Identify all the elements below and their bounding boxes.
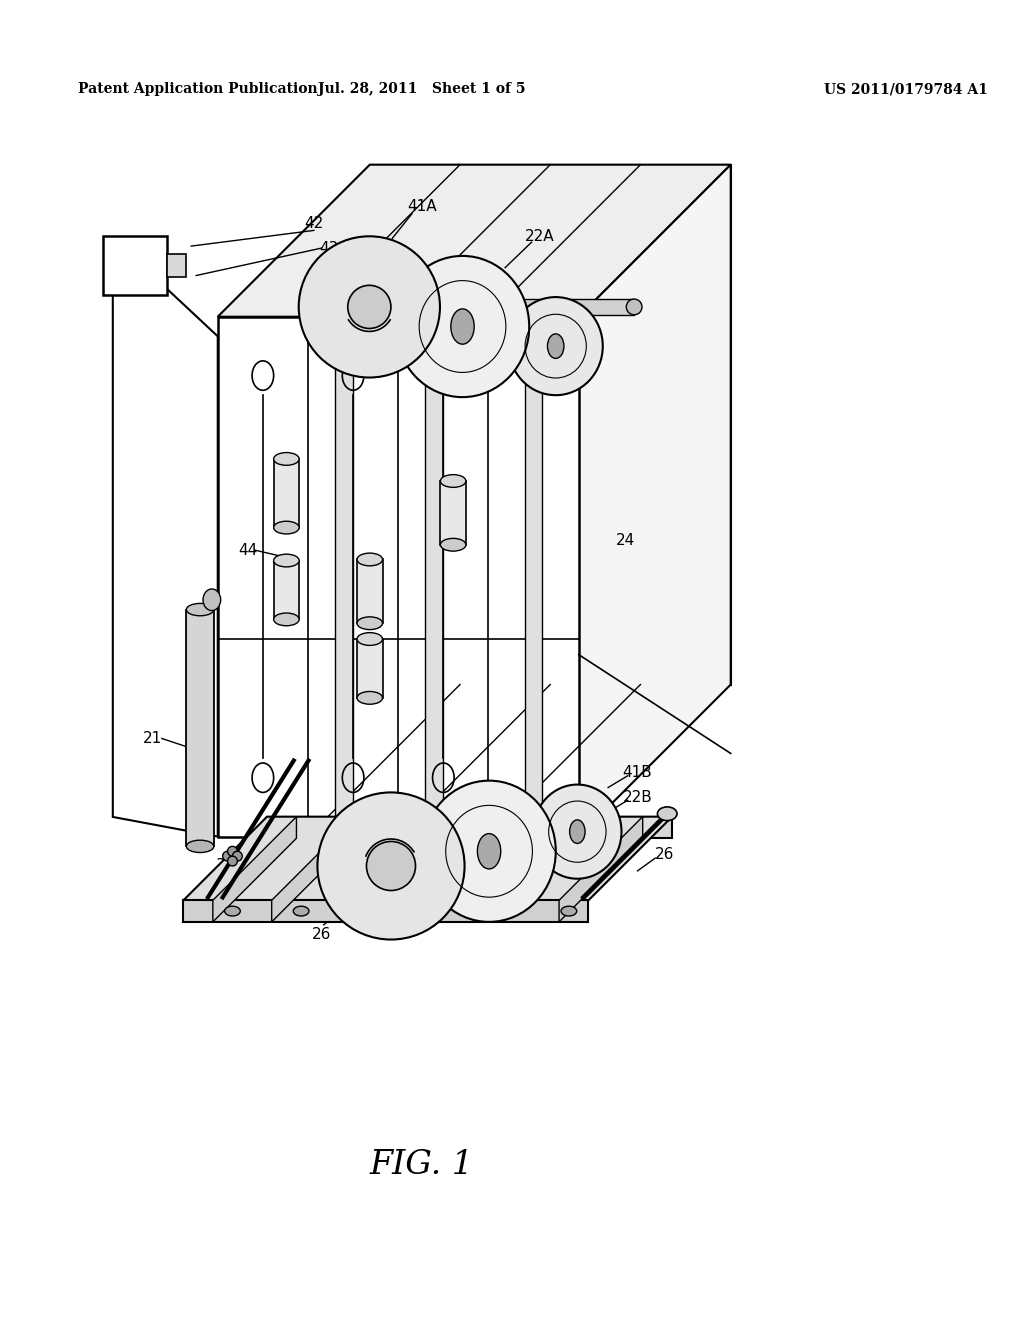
Text: 41B: 41B [623,766,652,780]
Ellipse shape [357,553,383,566]
Ellipse shape [293,907,309,916]
Ellipse shape [548,334,564,359]
Text: 43: 43 [318,240,338,256]
Ellipse shape [440,475,466,487]
Bar [524,331,543,822]
Ellipse shape [232,851,243,861]
Ellipse shape [227,857,238,866]
Polygon shape [271,817,355,921]
Bar [335,331,353,822]
Ellipse shape [273,554,299,566]
Bar [103,236,167,296]
Ellipse shape [222,851,232,861]
Ellipse shape [396,256,529,397]
Polygon shape [579,165,731,837]
Text: Patent Application Publication: Patent Application Publication [79,82,318,96]
Bar [273,561,299,619]
Bar [359,300,634,314]
Text: 44: 44 [239,543,258,557]
Text: 26: 26 [312,927,332,942]
Ellipse shape [299,236,440,378]
Ellipse shape [335,327,353,335]
Ellipse shape [273,521,299,535]
Text: 42: 42 [304,216,324,231]
Ellipse shape [273,612,299,626]
Ellipse shape [348,285,391,329]
Ellipse shape [451,309,474,345]
Bar [426,331,443,822]
Text: 41A: 41A [407,199,436,214]
Ellipse shape [561,907,577,916]
Ellipse shape [569,820,585,843]
Polygon shape [218,165,731,317]
Text: 24: 24 [616,533,635,548]
Polygon shape [183,900,589,921]
Text: FIG. 1: FIG. 1 [370,1150,474,1181]
Ellipse shape [502,907,518,916]
Bar [167,253,186,277]
Bar [186,610,214,846]
Ellipse shape [534,784,622,879]
Ellipse shape [357,616,383,630]
Ellipse shape [524,818,543,825]
Ellipse shape [440,539,466,552]
Polygon shape [218,317,579,837]
Text: 22B: 22B [623,789,652,805]
Bar [357,639,383,698]
Polygon shape [113,238,218,837]
Text: Jul. 28, 2011   Sheet 1 of 5: Jul. 28, 2011 Sheet 1 of 5 [318,82,525,96]
Bar [440,480,466,545]
Ellipse shape [422,780,556,921]
Polygon shape [559,817,643,921]
Bar [273,459,299,528]
Ellipse shape [657,807,677,821]
Ellipse shape [335,818,353,825]
Polygon shape [183,817,672,900]
Text: US 2011/0179784 A1: US 2011/0179784 A1 [824,82,988,96]
Ellipse shape [357,692,383,705]
Polygon shape [267,817,672,838]
Ellipse shape [227,846,238,857]
Ellipse shape [367,841,416,891]
Ellipse shape [426,327,443,335]
Ellipse shape [273,453,299,466]
Text: 22A: 22A [524,228,554,244]
Ellipse shape [224,907,241,916]
Bar [357,560,383,623]
Polygon shape [213,817,297,921]
Text: 21: 21 [142,731,162,746]
Ellipse shape [627,300,642,314]
Polygon shape [406,817,488,921]
Ellipse shape [351,300,368,314]
Ellipse shape [357,632,383,645]
Ellipse shape [524,327,543,335]
Ellipse shape [186,603,214,615]
Text: 32: 32 [216,858,236,874]
Ellipse shape [317,792,465,940]
Ellipse shape [426,818,443,825]
Ellipse shape [186,840,214,853]
Ellipse shape [477,834,501,869]
Ellipse shape [203,589,221,611]
Polygon shape [370,165,731,685]
Text: 26: 26 [655,846,675,862]
Ellipse shape [509,297,603,395]
